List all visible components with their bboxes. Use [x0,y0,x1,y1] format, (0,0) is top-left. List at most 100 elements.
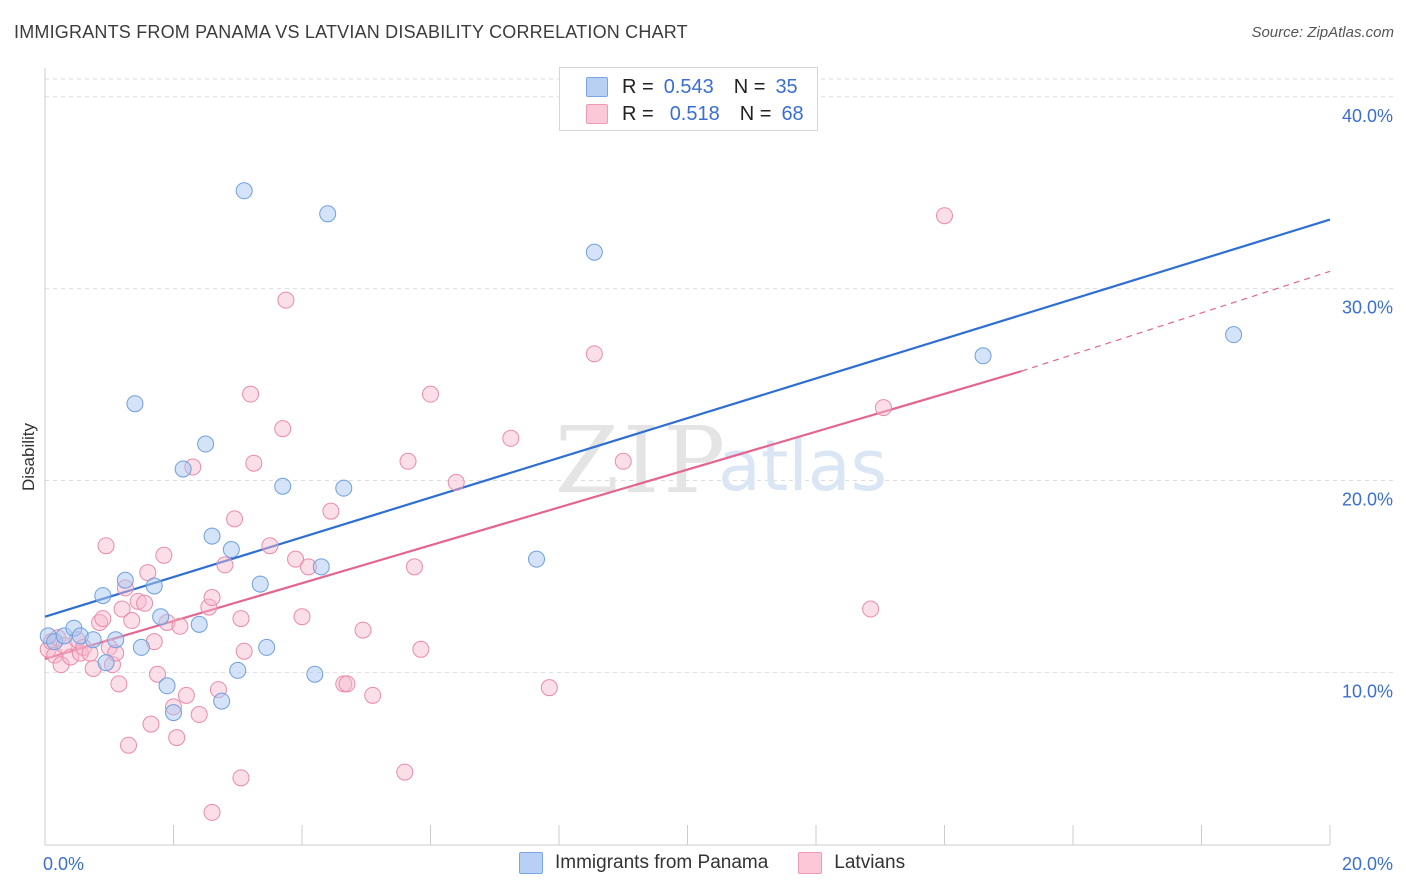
latvians-point [614,452,632,470]
latvians-point [399,452,417,470]
latvians-point [936,207,953,225]
panama-point [312,558,330,576]
panama-point [319,205,337,223]
chart-title: IMMIGRANTS FROM PANAMA VS LATVIAN DISABI… [14,22,688,42]
panama-point [116,571,134,589]
source-label: Source: ZipAtlas.com [1251,24,1394,41]
legend-n-value: 35 [775,75,798,98]
x-tick-label: 0.0% [43,854,84,874]
tick-labels: 10.0% 20.0% 30.0% 40.0% 0.0% 20.0% [43,106,1393,874]
latvians-point [405,558,423,576]
latvians-point [287,550,305,568]
latvians-point [502,429,520,447]
latvians-point [396,763,414,781]
latvians-point [168,729,186,747]
latvians-point [862,600,880,618]
latvians-point [540,679,558,697]
watermark-zip: ZIP [555,407,729,514]
latvians-point [110,675,128,693]
y-tick-label: 10.0% [1342,681,1393,701]
grid-lines [45,78,1395,673]
latvians-point [245,454,263,472]
latvians-point [97,537,115,555]
latvians-point [155,546,173,564]
latvians-point [120,736,138,754]
latvians-point [136,594,154,612]
bottom-legend-panama: Immigrants from Panama [519,852,768,874]
latvians-point [113,600,131,618]
x-tick-label: 20.0% [1342,854,1393,874]
latvians-point [177,686,195,704]
latvians-point [123,612,141,630]
latvians-point [226,510,244,528]
panama-point [203,527,221,545]
panama-point [1225,326,1243,344]
bottom-legend-label-panama: Immigrants from Panama [555,852,769,873]
legend-r-value: 0.543 [663,75,714,98]
bottom-legend: Immigrants from Panama Latvians [519,852,935,874]
latvians-point [364,686,382,704]
panama-point [306,665,324,683]
latvians-point [274,420,292,438]
panama-point [197,435,215,453]
y-tick-label: 40.0% [1342,106,1393,126]
latvians-point [142,715,160,733]
panama-point [335,479,353,497]
panama-point [97,654,115,672]
legend-n-label: N = [739,102,772,125]
legend-swatch-blue [586,77,608,97]
latvians-point [203,803,221,821]
latvians-point [203,589,221,607]
panama-point [222,541,240,559]
legend-row-panama: R = 0.543 N = 35 [586,75,798,99]
latvians-point [71,644,89,662]
latvians-point [232,769,250,787]
panama-point [585,243,603,261]
panama-point [174,460,192,478]
y-tick-label: 30.0% [1342,298,1393,318]
panama-point [145,577,163,595]
panama-point [107,631,125,649]
latvians-point [447,473,465,491]
panama-point [213,692,231,710]
latvians-point [200,598,218,616]
latvians-point [422,385,439,403]
latvians-point [232,610,250,628]
latvians-point [412,640,430,658]
legend-row-latvians: R = 0.518 N = 68 [586,102,804,126]
latvians-point [338,675,356,693]
latvians-point [293,608,311,626]
latvians-point [322,502,340,520]
y-tick-label: 20.0% [1342,489,1393,509]
panama-point [229,661,247,679]
legend-n-value: 68 [781,102,804,125]
legend: R = 0.543 N = 35 R = 0.518 N = 68 [559,67,818,131]
legend-n-label: N = [733,75,766,98]
panama-point [258,638,276,656]
latvians-point [190,706,208,724]
latvians-point [171,617,189,635]
legend-r-value: 0.518 [669,102,720,125]
latvians-point [277,291,295,309]
panama-point [274,477,292,495]
legend-swatch-pink [586,104,608,124]
panama-points [39,182,1243,722]
legend-r-label: R = [622,75,654,98]
latvians-trend-line [44,370,1022,660]
bottom-legend-swatch-blue [519,852,543,874]
panama-point [94,587,112,605]
latvians-point [129,592,147,610]
y-axis-label: Disability [19,422,38,491]
latvians-point [216,556,234,574]
panama-point [152,608,170,626]
bottom-legend-label-latvians: Latvians [834,852,906,873]
panama-point [974,347,992,365]
watermark-atlas: atlas [718,425,887,507]
panama-point [84,631,102,649]
latvians-points [39,207,953,821]
panama-point [132,638,150,656]
panama-point [528,550,546,568]
legend-r-label: R = [622,102,654,125]
latvians-point [874,399,892,417]
